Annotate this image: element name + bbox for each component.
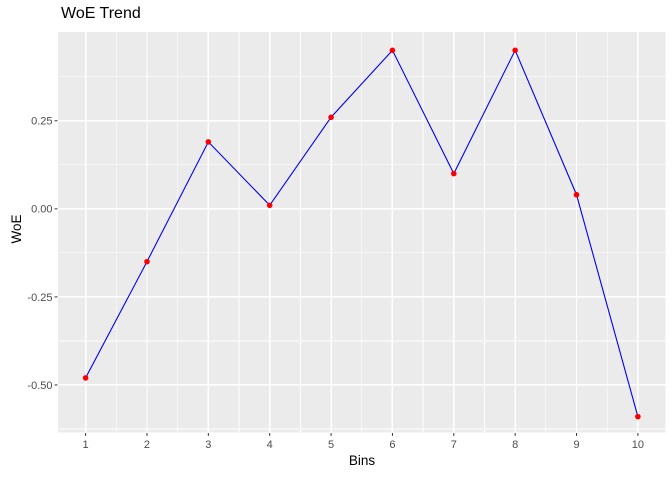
- data-point: [144, 258, 150, 265]
- data-point: [512, 47, 518, 54]
- x-tick-label: 8: [512, 439, 518, 451]
- x-tick-label: 10: [632, 439, 644, 451]
- data-point: [205, 139, 212, 145]
- x-tick-label: 5: [328, 439, 334, 451]
- data-point: [635, 413, 641, 420]
- data-point: [266, 202, 273, 209]
- x-tick-label: 3: [205, 439, 211, 451]
- data-point: [450, 170, 457, 177]
- data-point: [573, 191, 580, 198]
- x-tick-label: 9: [573, 439, 579, 451]
- x-axis-title: Bins: [348, 453, 376, 468]
- y-axis-title: WoE: [9, 214, 24, 244]
- data-point: [328, 114, 334, 121]
- x-tick-label: 1: [83, 439, 89, 451]
- x-tick-label: 2: [144, 439, 150, 451]
- y-tick-label: 0.00: [31, 204, 52, 216]
- chart-title: WoE Trend: [61, 5, 141, 22]
- x-tick-label: 6: [389, 439, 395, 451]
- data-point: [389, 47, 396, 54]
- y-tick-label: -0.50: [27, 380, 52, 392]
- x-tick-label: 7: [451, 439, 457, 451]
- data-point: [82, 375, 89, 381]
- y-tick-label: 0.25: [31, 116, 52, 128]
- x-tick-label: 4: [267, 439, 273, 451]
- trend-line: [85, 49, 639, 417]
- y-tick-label: -0.25: [27, 292, 52, 304]
